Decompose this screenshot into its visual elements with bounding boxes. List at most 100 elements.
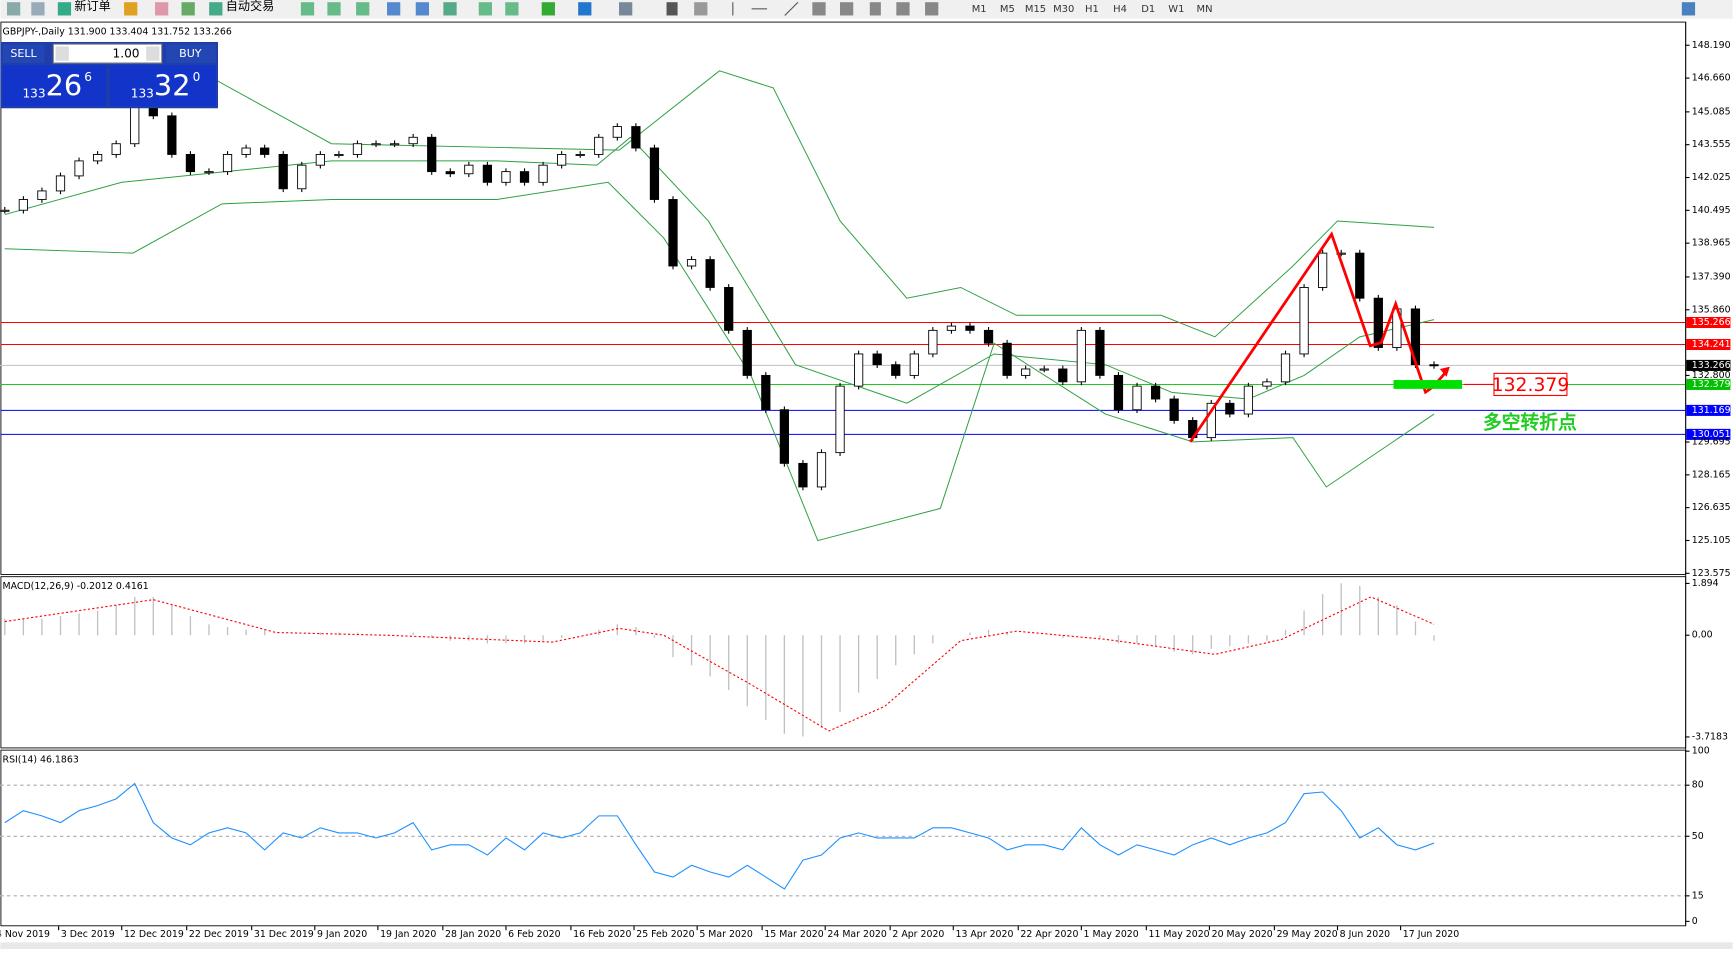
- candle: [74, 160, 84, 177]
- timeframe-button[interactable]: M5: [1000, 4, 1015, 15]
- x-tick-label: 5 Mar 2020: [699, 929, 753, 940]
- candle: [1002, 342, 1012, 376]
- y-tick-label: 15: [1692, 890, 1704, 901]
- x-tick-label: 8 Jun 2020: [1340, 929, 1390, 940]
- bid-box[interactable]: [2, 65, 107, 107]
- lot-value[interactable]: 1.00: [113, 47, 140, 61]
- timeframe-button[interactable]: M1: [972, 4, 987, 15]
- candle: [278, 154, 288, 190]
- auto-trading-icon[interactable]: [209, 2, 223, 16]
- lot-decrease[interactable]: [55, 46, 69, 61]
- y-tick-label: 145.085: [1692, 106, 1731, 117]
- sell-label[interactable]: SELL: [10, 47, 37, 60]
- x-tick-label: 12 Dec 2019: [124, 929, 184, 940]
- toolbar-icon[interactable]: [300, 2, 315, 16]
- panel-title: RSI(14) 46.1863: [3, 755, 79, 766]
- toolbar-icon[interactable]: [124, 2, 138, 16]
- timeframe-button[interactable]: MN: [1197, 4, 1213, 15]
- toolbar-icon[interactable]: [31, 2, 45, 16]
- candle: [575, 154, 585, 157]
- ask-box[interactable]: [109, 65, 216, 107]
- tile-windows[interactable]: [443, 2, 457, 16]
- zoom-out[interactable]: [415, 2, 430, 16]
- auto-trading-button[interactable]: 自动交易: [226, 0, 275, 13]
- toolbar-icon[interactable]: [6, 2, 21, 16]
- candle: [761, 374, 771, 411]
- one-click-trading: SELL 1.00 BUY 133 26 6 133 32 0: [0, 41, 218, 109]
- x-tick-label: 13 Apr 2020: [955, 929, 1013, 940]
- annotation-text: 多空转折点: [1483, 411, 1577, 434]
- candle: [557, 154, 567, 166]
- y-tick-label: 148.190: [1692, 40, 1731, 51]
- indicators[interactable]: [541, 2, 555, 16]
- zoom-in[interactable]: [387, 2, 401, 16]
- text-tool[interactable]: [869, 2, 881, 16]
- y-tick-label: 1.894: [1692, 578, 1719, 589]
- x-tick-label: 22 Dec 2019: [189, 929, 249, 940]
- sell-button[interactable]: [2, 44, 45, 63]
- x-tick-label: 9 Jan 2020: [317, 929, 367, 940]
- candle: [501, 171, 511, 183]
- buy-button[interactable]: [166, 44, 216, 63]
- x-tick-label: 4 Nov 2019: [0, 929, 50, 940]
- cursor-tool[interactable]: [666, 2, 678, 16]
- candle: [1243, 385, 1254, 415]
- price-level-label: 130.051: [1692, 429, 1731, 440]
- new-order-button[interactable]: 新订单: [74, 0, 110, 13]
- toolbar-icon[interactable]: [327, 2, 341, 16]
- new-order-icon[interactable]: [57, 2, 72, 16]
- panel-title: GBPJPY-,Daily 131.900 133.404 131.752 13…: [3, 27, 232, 38]
- templates[interactable]: [619, 2, 633, 16]
- y-tick-label: 126.635: [1692, 502, 1731, 513]
- candle: [260, 147, 270, 155]
- fibo-tool[interactable]: [839, 2, 854, 16]
- toolbar-icon[interactable]: [356, 2, 370, 16]
- panel-title: MACD(12,26,9) -0.2012 0.4161: [3, 581, 149, 592]
- timeframe-button[interactable]: D1: [1141, 4, 1155, 15]
- search-icon[interactable]: [1681, 2, 1696, 16]
- timeframe-bar: M1 M5 M15 M30 H1 H4 D1 W1 MN: [972, 4, 1213, 15]
- timeframe-button[interactable]: W1: [1168, 4, 1184, 15]
- candle: [519, 171, 530, 183]
- y-tick-label: 140.495: [1692, 205, 1731, 216]
- toolbar-icon[interactable]: [478, 2, 492, 16]
- candle: [779, 409, 789, 464]
- candle: [1262, 381, 1272, 387]
- periods[interactable]: [578, 2, 592, 16]
- candle: [204, 171, 214, 174]
- timeframe-button[interactable]: M30: [1053, 4, 1074, 15]
- candle: [594, 136, 604, 155]
- annotation-price: 132.379: [1492, 375, 1570, 396]
- x-tick-label: 25 Feb 2020: [636, 929, 694, 940]
- toolbar: 新订单 自动交易 M1 M5 M15 M30 H1 H4 D1 W1 MN: [0, 0, 1733, 19]
- channel-tool[interactable]: [812, 2, 826, 16]
- candle: [853, 353, 864, 387]
- lot-input[interactable]: [52, 43, 163, 64]
- y-tick-label: 142.025: [1692, 172, 1731, 183]
- crosshair-tool[interactable]: [694, 2, 708, 16]
- bollinger-middle: [4, 136, 1435, 404]
- candle: [427, 136, 437, 173]
- y-tick-label: 50: [1692, 831, 1704, 842]
- candle: [1076, 329, 1086, 383]
- toolbar-icon[interactable]: [155, 2, 169, 16]
- x-tick-label: 19 Jan 2020: [380, 929, 436, 940]
- candle: [371, 143, 381, 146]
- timeframe-button[interactable]: M15: [1025, 4, 1046, 15]
- timeframe-button[interactable]: H1: [1085, 4, 1099, 15]
- x-tick-label: 28 Jan 2020: [445, 929, 501, 940]
- candle: [872, 353, 882, 366]
- trendline-tool[interactable]: [784, 1, 799, 16]
- candle: [18, 199, 28, 211]
- arrow-tool[interactable]: [925, 2, 939, 16]
- x-tick-label: 29 May 2020: [1277, 929, 1338, 940]
- annotation-box: [1493, 372, 1568, 397]
- label-tool[interactable]: [896, 2, 910, 16]
- buy-label[interactable]: BUY: [179, 47, 202, 60]
- toolbar-icon[interactable]: [505, 2, 519, 16]
- toolbar-icon[interactable]: [181, 2, 195, 16]
- timeframe-button[interactable]: H4: [1113, 4, 1127, 15]
- x-tick-label: 31 Dec 2019: [254, 929, 314, 940]
- lot-increase[interactable]: [146, 46, 160, 61]
